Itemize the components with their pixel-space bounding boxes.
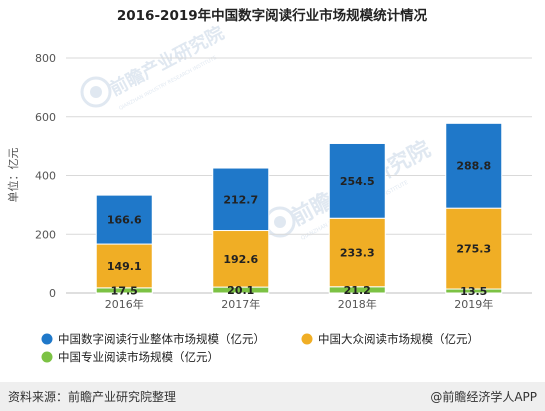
legend: 中国数字阅读行业整体市场规模（亿元） 中国大众阅读市场规模（亿元） 中国专业阅读市场…	[41, 332, 479, 364]
data-label: 192.6	[223, 253, 258, 266]
x-axis-ticks: 2016年 2017年 2018年 2019年	[105, 297, 494, 311]
x-tick-label: 2016年	[105, 297, 144, 311]
y-tick-label: 600	[35, 111, 56, 124]
y-tick-label: 800	[35, 52, 56, 65]
data-labels: 17.5 149.1 166.6 20.1 192.6 212.7 21.2 233.3 254…	[107, 160, 491, 298]
bar-total-0	[95, 194, 153, 245]
bar-total-2	[328, 142, 386, 219]
data-label: 149.1	[107, 260, 142, 273]
x-tick-label: 2017年	[221, 297, 260, 311]
bar-total-1	[212, 167, 270, 232]
bar-mass-0	[95, 243, 153, 289]
source-note: 资料来源：前瞻产业研究院整理	[8, 390, 177, 404]
chart-title: 2016-2019年中国数字阅读行业市场规模统计情况	[117, 7, 428, 24]
chart: 2016-2019年中国数字阅读行业市场规模统计情况 前瞻产业研究院 QIANZ…	[6, 7, 532, 364]
legend-marker-mass	[301, 333, 313, 345]
data-label: 166.6	[107, 214, 142, 227]
data-label: 275.3	[456, 243, 491, 256]
data-label: 21.2	[344, 284, 371, 297]
footer: 资料来源：前瞻产业研究院整理 @前瞻经济学人APP	[0, 382, 545, 411]
footer-brand: @前瞻经济学人APP	[430, 390, 537, 404]
legend-label: 中国专业阅读市场规模（亿元）	[58, 350, 219, 364]
y-tick-label: 0	[49, 287, 56, 300]
legend-marker-professional	[41, 351, 53, 363]
data-label: 212.7	[223, 193, 258, 206]
data-label: 288.8	[456, 160, 491, 173]
bar-mass-2	[328, 217, 386, 288]
y-axis-label: 单位：亿元	[6, 148, 20, 203]
data-label: 17.5	[111, 284, 138, 297]
data-label: 254.5	[340, 175, 375, 188]
bar-mass-3	[445, 207, 503, 290]
legend-marker-total	[41, 333, 53, 345]
y-tick-label: 200	[35, 228, 56, 241]
data-label: 13.5	[460, 285, 487, 298]
data-label: 233.3	[340, 247, 375, 260]
legend-label: 中国数字阅读行业整体市场规模（亿元）	[58, 332, 265, 346]
bars	[95, 122, 503, 294]
watermark-logo-icon	[80, 76, 112, 108]
y-tick-label: 400	[35, 170, 56, 183]
x-tick-label: 2018年	[338, 297, 377, 311]
legend-label: 中国大众阅读市场规模（亿元）	[318, 332, 479, 346]
bar-total-3	[445, 122, 503, 209]
x-tick-label: 2019年	[454, 297, 493, 311]
data-label: 20.1	[227, 284, 254, 297]
y-axis-ticks: 0 200 400 600 800	[35, 52, 56, 300]
